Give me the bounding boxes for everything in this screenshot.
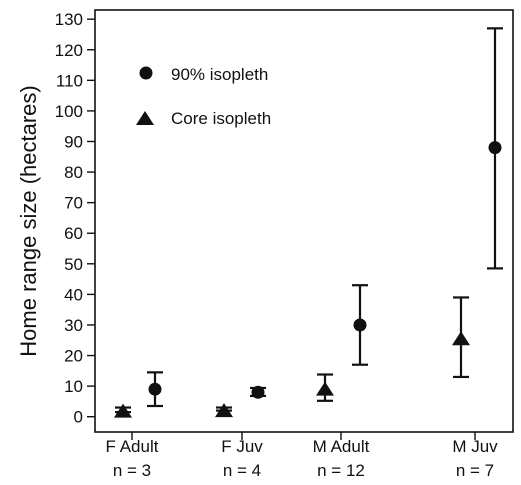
legend-label: 90% isopleth (171, 65, 268, 84)
data-point-90-isopleth (353, 318, 367, 332)
y-tick-label: 60 (64, 224, 83, 243)
data-point-core-isopleth (452, 331, 470, 346)
y-tick-label: 40 (64, 285, 83, 304)
plot-frame (94, 9, 514, 433)
y-tick-label: 110 (56, 71, 83, 90)
y-tick-label: 20 (64, 347, 83, 366)
y-tick-label: 80 (64, 163, 83, 182)
labels-layer: F Adult n = 3 F Juv n = 4 M Adult n = 12 M Juv… (16, 85, 498, 480)
legend-marker-triangle (136, 111, 154, 125)
data-point-core-isopleth (114, 403, 132, 418)
data-point-90-isopleth (488, 141, 502, 155)
data-point-core-isopleth (215, 403, 233, 418)
category-label: M Juv (452, 437, 498, 456)
y-tick-label: 50 (64, 255, 83, 274)
category-label: F Adult (106, 437, 159, 456)
data-point-core-isopleth (316, 381, 334, 396)
sample-size-label: n = 4 (223, 461, 261, 480)
y-tick-label: 120 (55, 41, 83, 60)
category-label: F Juv (221, 437, 263, 456)
legend-layer: 90% isopleth Core isopleth (136, 65, 271, 128)
legend-label: Core isopleth (171, 109, 271, 128)
sample-size-label: n = 7 (456, 461, 494, 480)
y-axis-label: Home range size (hectares) (16, 85, 41, 356)
ticks-layer: 0 10 20 30 40 50 60 70 80 90 100 110 120 130 (55, 10, 476, 440)
axes-layer (94, 9, 514, 433)
y-tick-label: 0 (74, 408, 83, 427)
y-tick-label: 130 (55, 10, 83, 29)
data-point-90-isopleth (251, 385, 265, 399)
sample-size-label: n = 3 (113, 461, 151, 480)
y-tick-label: 100 (55, 102, 83, 121)
y-tick-label: 10 (64, 377, 83, 396)
sample-size-label: n = 12 (317, 461, 365, 480)
series-layer (114, 27, 503, 418)
category-label: M Adult (313, 437, 370, 456)
y-tick-label: 90 (64, 132, 83, 151)
data-point-90-isopleth (148, 382, 162, 396)
y-tick-label: 70 (64, 194, 83, 213)
legend-marker-circle (139, 66, 153, 80)
y-tick-label: 30 (64, 316, 83, 335)
